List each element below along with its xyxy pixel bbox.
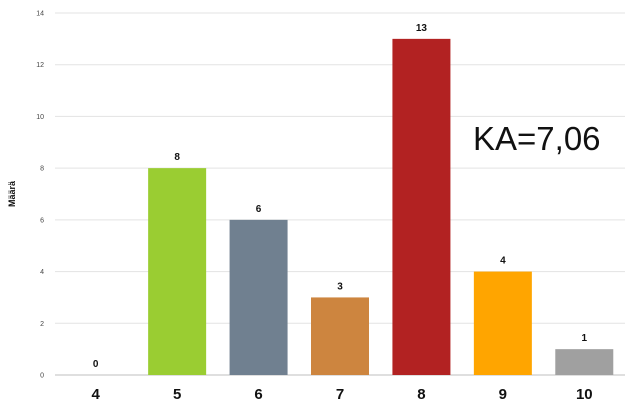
data-label-7: 3 — [337, 281, 343, 292]
bar-8 — [392, 38, 451, 375]
y-tick-label: 0 — [40, 373, 44, 380]
x-tick-label-4: 4 — [92, 386, 101, 403]
y-tick-label: 8 — [40, 166, 44, 173]
x-tick-label-7: 7 — [336, 386, 344, 403]
x-tick-label-10: 10 — [576, 386, 593, 403]
data-label-9: 4 — [500, 256, 506, 267]
y-tick-label: 10 — [36, 114, 44, 121]
data-label-8: 13 — [416, 23, 428, 34]
x-tick-label-8: 8 — [417, 386, 425, 403]
bars — [148, 38, 614, 375]
y-axis-label: Määrä — [7, 180, 17, 207]
bar-5 — [148, 168, 207, 375]
x-tick-label-5: 5 — [173, 386, 181, 403]
y-tick-label: 6 — [40, 217, 44, 224]
y-tick-label: 4 — [40, 269, 44, 276]
x-tick-label-6: 6 — [254, 386, 262, 403]
y-axis-ticks: 0 2 4 6 8 10 12 14 — [36, 11, 44, 380]
x-tick-label-9: 9 — [499, 386, 507, 403]
mean-annotation: KA=7,06 — [473, 120, 601, 157]
y-tick-label: 12 — [36, 62, 44, 69]
y-tick-label: 2 — [40, 321, 44, 328]
data-label-5: 8 — [174, 152, 180, 163]
data-label-6: 6 — [256, 204, 262, 215]
data-label-10: 1 — [582, 333, 588, 344]
data-label-4: 0 — [93, 359, 99, 370]
bar-9 — [473, 271, 532, 375]
x-axis-ticks: 4 5 6 7 8 9 10 — [92, 386, 593, 403]
bar-6 — [229, 219, 288, 375]
bar-7 — [311, 297, 369, 375]
bar-10 — [555, 349, 614, 375]
data-labels: 0 8 6 3 13 4 1 — [93, 23, 588, 370]
y-tick-label: 14 — [36, 11, 44, 18]
